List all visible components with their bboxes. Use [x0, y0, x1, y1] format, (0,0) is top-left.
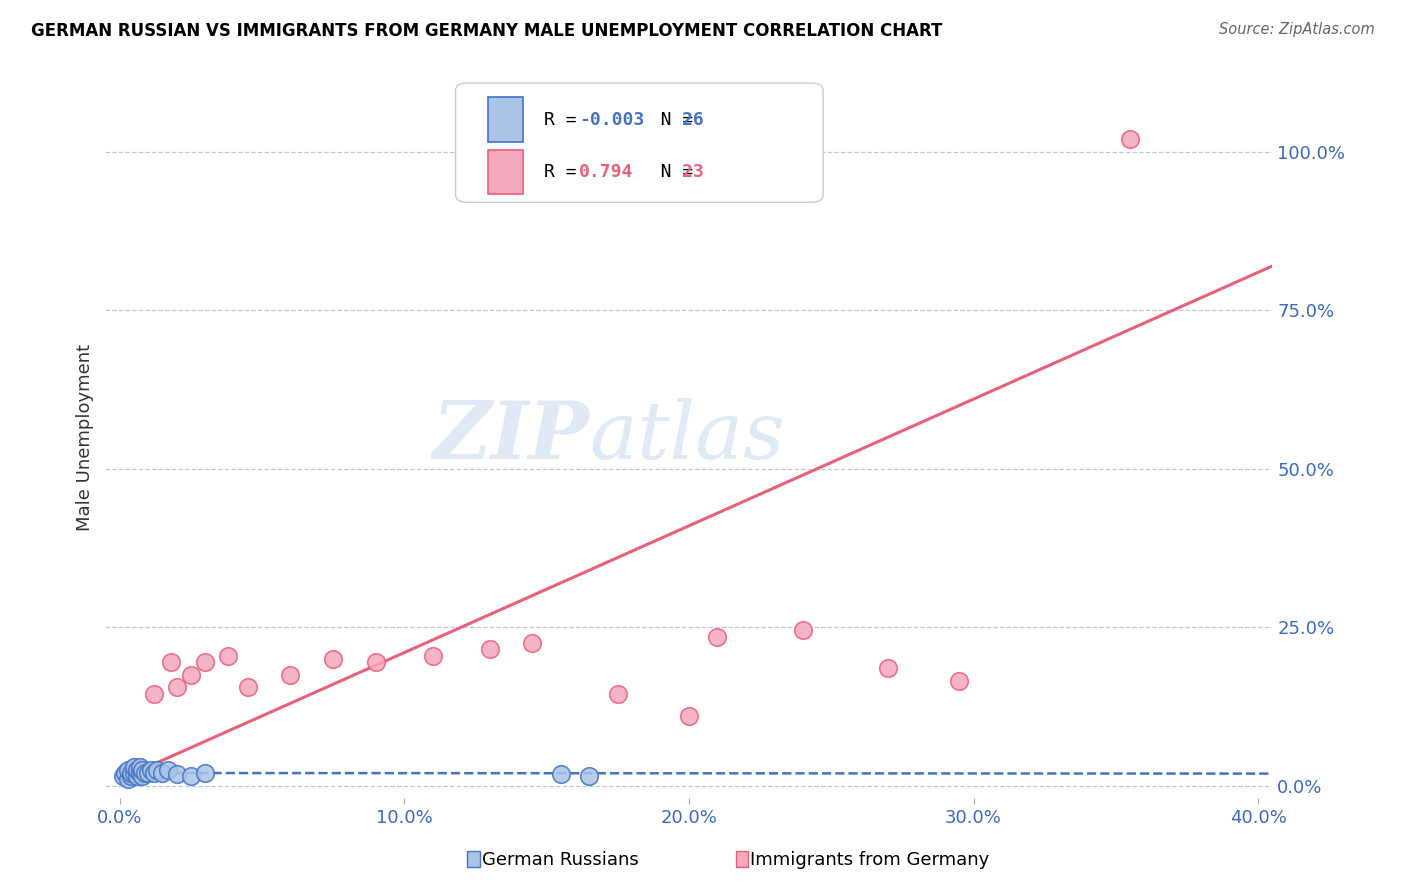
Point [160, 655, 183, 669]
Point [1119, 132, 1142, 146]
Point [792, 624, 814, 638]
Point [128, 759, 150, 773]
Text: Source: ZipAtlas.com: Source: ZipAtlas.com [1219, 22, 1375, 37]
Point [122, 766, 145, 780]
Y-axis label: Male Unemployment: Male Unemployment [76, 343, 94, 531]
Point [128, 766, 150, 780]
Point [194, 766, 217, 780]
Point [117, 763, 139, 777]
Point [678, 709, 700, 723]
Text: GERMAN RUSSIAN VS IMMIGRANTS FROM GERMANY MALE UNEMPLOYMENT CORRELATION CHART: GERMAN RUSSIAN VS IMMIGRANTS FROM GERMAN… [31, 22, 942, 40]
Point [166, 767, 188, 781]
Point [139, 763, 162, 777]
Text: 0.794: 0.794 [579, 163, 634, 181]
Point [150, 766, 173, 780]
Point [422, 648, 444, 663]
Point [550, 767, 572, 781]
Text: ZIP: ZIP [433, 399, 589, 475]
Point [142, 766, 165, 780]
FancyBboxPatch shape [488, 97, 523, 142]
Text: R =: R = [544, 111, 588, 128]
Point [142, 687, 165, 701]
Point [217, 648, 239, 663]
Point [280, 667, 302, 681]
Point [157, 763, 180, 777]
FancyBboxPatch shape [735, 851, 748, 867]
FancyBboxPatch shape [467, 851, 479, 867]
Text: German Russians: German Russians [482, 852, 638, 870]
Point [478, 642, 501, 657]
Point [180, 667, 202, 681]
FancyBboxPatch shape [456, 83, 823, 202]
Text: 26: 26 [682, 111, 703, 128]
Point [120, 766, 142, 780]
Text: -0.003: -0.003 [579, 111, 644, 128]
Point [522, 636, 544, 650]
Point [122, 759, 145, 773]
Text: atlas: atlas [589, 399, 785, 475]
Text: N =: N = [628, 111, 704, 128]
Point [948, 674, 970, 689]
Point [114, 766, 136, 780]
Text: 23: 23 [682, 163, 703, 181]
Point [236, 681, 259, 695]
Point [877, 661, 900, 675]
Text: N =: N = [628, 163, 704, 181]
Point [180, 769, 202, 783]
Point [131, 769, 153, 783]
Text: R =: R = [544, 163, 588, 181]
Point [322, 652, 344, 666]
Point [606, 687, 628, 701]
Point [364, 655, 387, 669]
Point [125, 769, 148, 783]
Point [125, 763, 148, 777]
Point [145, 763, 167, 777]
Point [131, 763, 153, 777]
Point [134, 766, 156, 780]
Text: Immigrants from Germany: Immigrants from Germany [751, 852, 990, 870]
Point [120, 769, 142, 783]
Point [136, 766, 159, 780]
Point [166, 681, 188, 695]
Point [706, 630, 728, 644]
Point [117, 772, 139, 787]
Point [128, 763, 150, 777]
FancyBboxPatch shape [488, 150, 523, 194]
Point [194, 655, 217, 669]
Point [578, 769, 600, 783]
Point [111, 769, 134, 783]
